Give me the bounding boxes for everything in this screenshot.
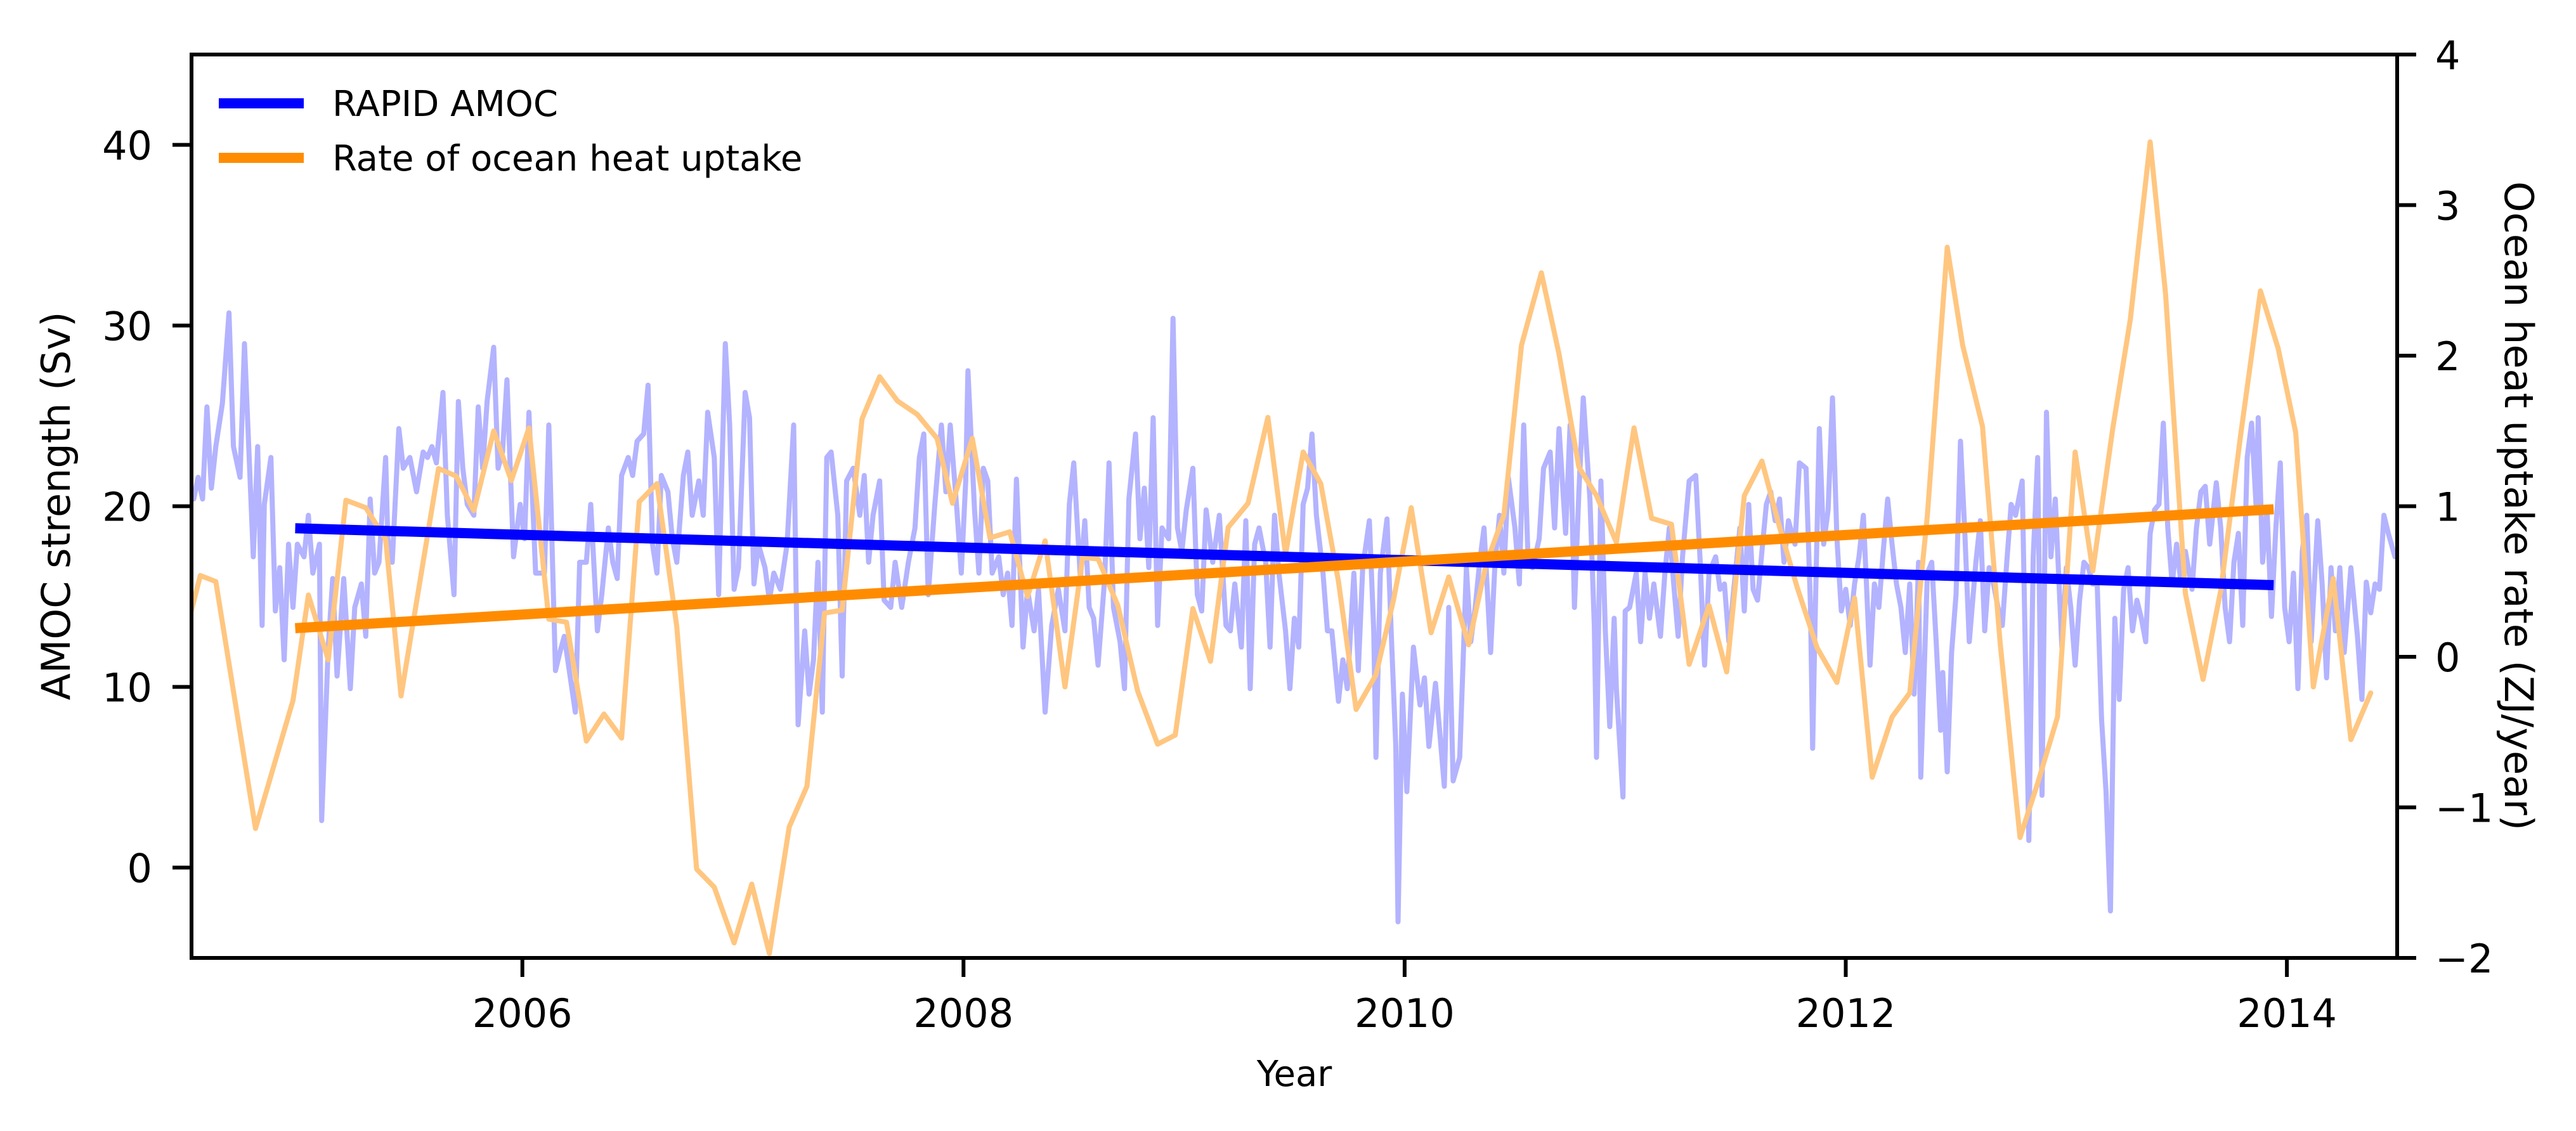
legend: RAPID AMOC Rate of ocean heat uptake <box>219 84 802 179</box>
legend-entry-rapid-amoc: RAPID AMOC <box>219 84 558 125</box>
left-y-tick-label: 10 <box>102 665 152 711</box>
x-tick-label: 2010 <box>1355 990 1455 1037</box>
right-y-tick-label: 3 <box>2435 183 2460 229</box>
x-axis-label: Year <box>1256 1054 1333 1095</box>
right-y-tick-label: 0 <box>2435 635 2460 681</box>
left-y-tick-label: 30 <box>102 304 152 350</box>
left-y-tick-label: 20 <box>102 484 152 531</box>
series-layer <box>192 139 2397 956</box>
x-tick-label: 2008 <box>913 990 1013 1037</box>
series-line-rapid-amoc-raw <box>192 310 2397 924</box>
plot-area <box>192 139 2397 956</box>
x-axis-ticks: 2006 2008 2010 2012 2014 <box>472 958 2337 1037</box>
right-y-tick-label: −1 <box>2435 785 2493 832</box>
legend-label-ocean-heat-uptake: Rate of ocean heat uptake <box>332 138 802 179</box>
series-line-rate-of-ocean-heat-uptake-raw <box>192 139 2374 956</box>
right-y-axis-label: Ocean heat uptake rate (ZJ/year) <box>2495 181 2542 830</box>
right-y-tick-label: 1 <box>2435 484 2460 531</box>
x-tick-label: 2014 <box>2237 990 2337 1037</box>
right-y-tick-label: −2 <box>2435 936 2493 982</box>
right-y-axis-ticks: −2 −1 0 1 2 3 4 <box>2397 32 2493 982</box>
x-tick-label: 2012 <box>1796 990 1896 1037</box>
legend-label-rapid-amoc: RAPID AMOC <box>332 84 558 125</box>
left-y-axis-label: AMOC strength (Sv) <box>33 312 79 701</box>
x-tick-label: 2006 <box>472 990 573 1037</box>
trend-line-rate-of-ocean-heat-uptake <box>295 504 2274 633</box>
legend-entry-ocean-heat-uptake: Rate of ocean heat uptake <box>219 138 802 179</box>
left-y-tick-label: 0 <box>127 846 152 892</box>
right-y-tick-label: 4 <box>2435 32 2460 79</box>
trend-line-rapid-amoc <box>295 523 2274 590</box>
right-y-tick-label: 2 <box>2435 333 2460 380</box>
left-y-tick-label: 40 <box>102 123 152 169</box>
left-y-axis-ticks: 0 10 20 30 40 <box>102 123 192 892</box>
